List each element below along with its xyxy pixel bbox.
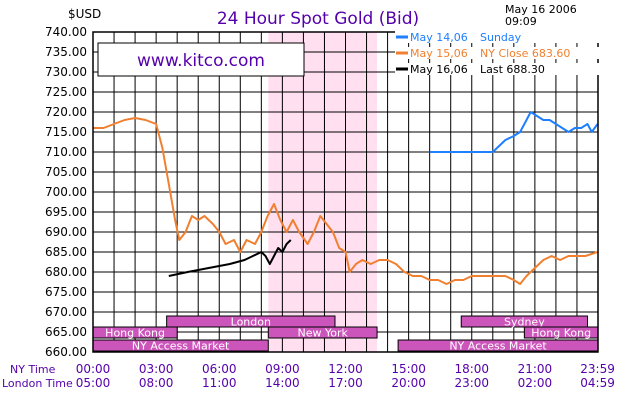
x-tick-label-ny: 00:00 (76, 362, 111, 376)
x-tick-label-ny: 12:00 (328, 362, 363, 376)
london-time-row-label: London Time (2, 377, 73, 390)
y-axis-ticks: 740.00 735.00 730.00 725.00 720.00 715.00 710.… (45, 25, 87, 359)
y-tick-label: 690.00 (45, 225, 87, 239)
x-tick-label-london: 04:59 (580, 376, 615, 390)
y-tick-label: 675.00 (45, 285, 87, 299)
session-label: Hong Kong (531, 327, 591, 340)
price-series-line (429, 111, 599, 153)
session-bar (166, 315, 336, 328)
session-bar (267, 326, 378, 339)
y-tick-label: 680.00 (45, 265, 87, 279)
session-label: London (231, 316, 271, 329)
legend-label: May 14,06 (410, 31, 468, 44)
x-tick-label-london: 23:00 (454, 376, 489, 390)
legend-background (395, 47, 601, 59)
price-series-line (93, 117, 598, 285)
y-tick-label: 730.00 (45, 65, 87, 79)
y-tick-label: 670.00 (45, 305, 87, 319)
y-tick-label: 725.00 (45, 85, 87, 99)
y-tick-label: 685.00 (45, 245, 87, 259)
x-tick-label-london: 17:00 (328, 376, 363, 390)
legend-note: Sunday (480, 31, 522, 44)
y-tick-label: 720.00 (45, 105, 87, 119)
legend: May 14,06 Sunday May 15,06 NY Close 683.60 M… (395, 31, 601, 76)
x-tick-label-london: 02:00 (518, 376, 553, 390)
session-label: NY Access Market (132, 340, 230, 353)
session-label: Sydney (504, 316, 545, 329)
currency-label: $USD (68, 7, 101, 21)
timestamp-time: 09:09 (505, 15, 537, 28)
x-tick-label-ny: 09:00 (265, 362, 300, 376)
price-series-line (168, 239, 292, 277)
x-tick-label-ny: 21:00 (518, 362, 553, 376)
legend-label: May 16,06 (410, 63, 468, 76)
x-tick-label-london: 08:00 (139, 376, 174, 390)
y-tick-label: 665.00 (45, 325, 87, 339)
y-tick-label: 695.00 (45, 205, 87, 219)
x-tick-label-ny: 03:00 (139, 362, 174, 376)
x-tick-label-london: 11:00 (202, 376, 237, 390)
x-tick-label-ny: 23:59 (580, 362, 615, 376)
y-tick-label: 735.00 (45, 45, 87, 59)
y-tick-label: 660.00 (45, 345, 87, 359)
plot-frame (92, 31, 599, 353)
chart-title: 24 Hour Spot Gold (Bid) (217, 9, 419, 29)
legend-note: NY Close 683.60 (480, 47, 570, 60)
x-tick-label-ny: 15:00 (391, 362, 426, 376)
x-tick-label-ny: 18:00 (454, 362, 489, 376)
y-tick-label: 740.00 (45, 25, 87, 39)
y-tick-label: 710.00 (45, 145, 87, 159)
x-tick-label-ny: 06:00 (202, 362, 237, 376)
x-tick-label-london: 05:00 (76, 376, 111, 390)
legend-label: May 15,06 (410, 47, 468, 60)
session-label: Hong Kong (105, 327, 165, 340)
watermark-box (97, 42, 305, 77)
x-tick-label-london: 20:00 (391, 376, 426, 390)
session-label: New York (297, 327, 348, 340)
timestamp-date: May 16 2006 (505, 3, 577, 16)
watermark-text: www.kitco.com (137, 51, 265, 71)
legend-note: Last 688.30 (480, 63, 545, 76)
y-tick-label: 705.00 (45, 165, 87, 179)
session-label: NY Access Market (449, 340, 547, 353)
price-lines (93, 111, 599, 285)
x-tick-label-london: 14:00 (265, 376, 300, 390)
legend-background (395, 31, 601, 43)
y-tick-label: 700.00 (45, 185, 87, 199)
y-tick-label: 715.00 (45, 125, 87, 139)
legend-background (395, 63, 601, 75)
ny-time-row-label: NY Time (10, 363, 56, 376)
